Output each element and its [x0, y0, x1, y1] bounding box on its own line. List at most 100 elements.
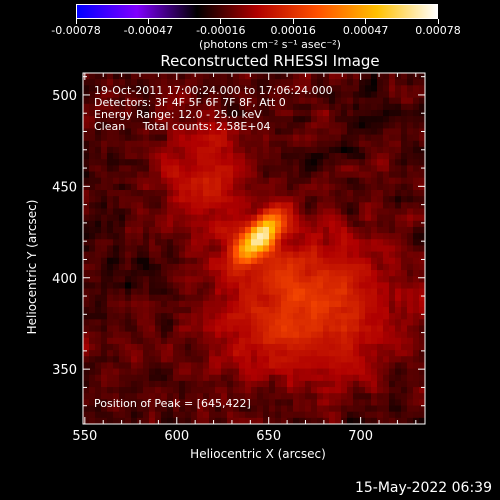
heatmap-cell: [287, 362, 294, 369]
heatmap-cell: [131, 380, 138, 388]
heatmap-cell: [257, 294, 264, 302]
heatmap-cell: [413, 380, 420, 388]
heatmap-cell: [317, 300, 324, 308]
heatmap-cell: [305, 190, 312, 197]
heatmap-cell: [371, 350, 378, 357]
heatmap-cell: [101, 251, 108, 259]
heatmap-cell: [95, 91, 102, 99]
heatmap-cell: [89, 202, 96, 209]
heatmap-cell: [287, 251, 294, 259]
heatmap-cell: [371, 411, 378, 419]
heatmap-cell: [293, 214, 300, 222]
heatmap-cell: [401, 128, 408, 135]
heatmap-cell: [275, 374, 282, 382]
heatmap-cell: [179, 214, 186, 222]
heatmap-cell: [101, 313, 108, 320]
heatmap-cell: [329, 337, 336, 345]
heatmap-cell: [365, 134, 372, 142]
heatmap-cell: [233, 190, 240, 197]
heatmap-cell: [323, 233, 330, 240]
heatmap-cell: [347, 109, 354, 117]
heatmap-cell: [95, 202, 102, 209]
heatmap-cell: [407, 208, 414, 216]
heatmap-cell: [347, 116, 354, 123]
heatmap-cell: [335, 220, 342, 228]
heatmap-cell: [221, 122, 228, 129]
heatmap-cell: [275, 134, 282, 142]
heatmap-cell: [353, 109, 360, 117]
heatmap-cell: [203, 368, 210, 376]
heatmap-cell: [419, 214, 426, 222]
heatmap-cell: [287, 202, 294, 209]
heatmap-cell: [407, 270, 414, 277]
heatmap-cell: [263, 337, 270, 345]
heatmap-cell: [83, 417, 90, 425]
heatmap-cell: [269, 183, 276, 191]
heatmap-cell: [125, 300, 132, 308]
heatmap-cell: [143, 128, 150, 135]
heatmap-cell: [143, 251, 150, 259]
heatmap-cell: [197, 140, 204, 148]
heatmap-cell: [263, 343, 270, 351]
heatmap-cell: [203, 337, 210, 345]
heatmap-cell: [281, 325, 288, 333]
heatmap-cell: [287, 331, 294, 339]
heatmap-cell: [263, 294, 270, 302]
heatmap-cell: [293, 239, 300, 246]
heatmap-cell: [359, 313, 366, 320]
heatmap-cell: [137, 411, 144, 419]
heatmap-cell: [83, 374, 90, 382]
heatmap-cell: [125, 380, 132, 388]
heatmap-cell: [191, 177, 198, 185]
heatmap-cell: [167, 171, 174, 179]
heatmap-cell: [155, 282, 162, 289]
heatmap-cell: [131, 251, 138, 259]
heatmap-cell: [383, 399, 390, 406]
heatmap-cell: [305, 276, 312, 283]
heatmap-cell: [287, 134, 294, 142]
heatmap-cell: [125, 356, 132, 363]
heatmap-cell: [413, 313, 420, 320]
heatmap-cell: [311, 343, 318, 351]
heatmap-cell: [95, 85, 102, 92]
heatmap-cell: [257, 116, 264, 123]
heatmap-cell: [407, 337, 414, 345]
heatmap-cell: [317, 122, 324, 129]
heatmap-cell: [227, 190, 234, 197]
heatmap-cell: [317, 220, 324, 228]
heatmap-cell: [191, 405, 198, 413]
heatmap-cell: [161, 208, 168, 216]
heatmap-cell: [167, 399, 174, 406]
heatmap-cell: [335, 97, 342, 105]
heatmap-cell: [173, 325, 180, 333]
heatmap-cell: [323, 220, 330, 228]
heatmap-cell: [191, 183, 198, 191]
heatmap-cell: [131, 263, 138, 271]
heatmap-cell: [365, 387, 372, 394]
heatmap-cell: [413, 171, 420, 179]
heatmap-cell: [173, 417, 180, 425]
heatmap-cell: [299, 325, 306, 333]
heatmap-cell: [335, 171, 342, 179]
heatmap-cell: [413, 276, 420, 283]
heatmap-cell: [239, 134, 246, 142]
heatmap-cell: [275, 337, 282, 345]
heatmap-cell: [269, 116, 276, 123]
heatmap-cell: [287, 282, 294, 289]
heatmap-cell: [191, 79, 198, 86]
heatmap-cell: [413, 122, 420, 129]
heatmap-cell: [305, 294, 312, 302]
heatmap-cell: [239, 226, 246, 234]
heatmap-cell: [101, 411, 108, 419]
heatmap-cell: [161, 79, 168, 86]
heatmap-cell: [257, 380, 264, 388]
heatmap-cell: [143, 73, 150, 80]
heatmap-cell: [365, 343, 372, 351]
heatmap-cell: [179, 399, 186, 406]
heatmap-cell: [269, 122, 276, 129]
heatmap-cell: [143, 208, 150, 216]
heatmap-cell: [323, 331, 330, 339]
heatmap-cell: [173, 202, 180, 209]
heatmap-cell: [173, 97, 180, 105]
heatmap-cell: [155, 411, 162, 419]
